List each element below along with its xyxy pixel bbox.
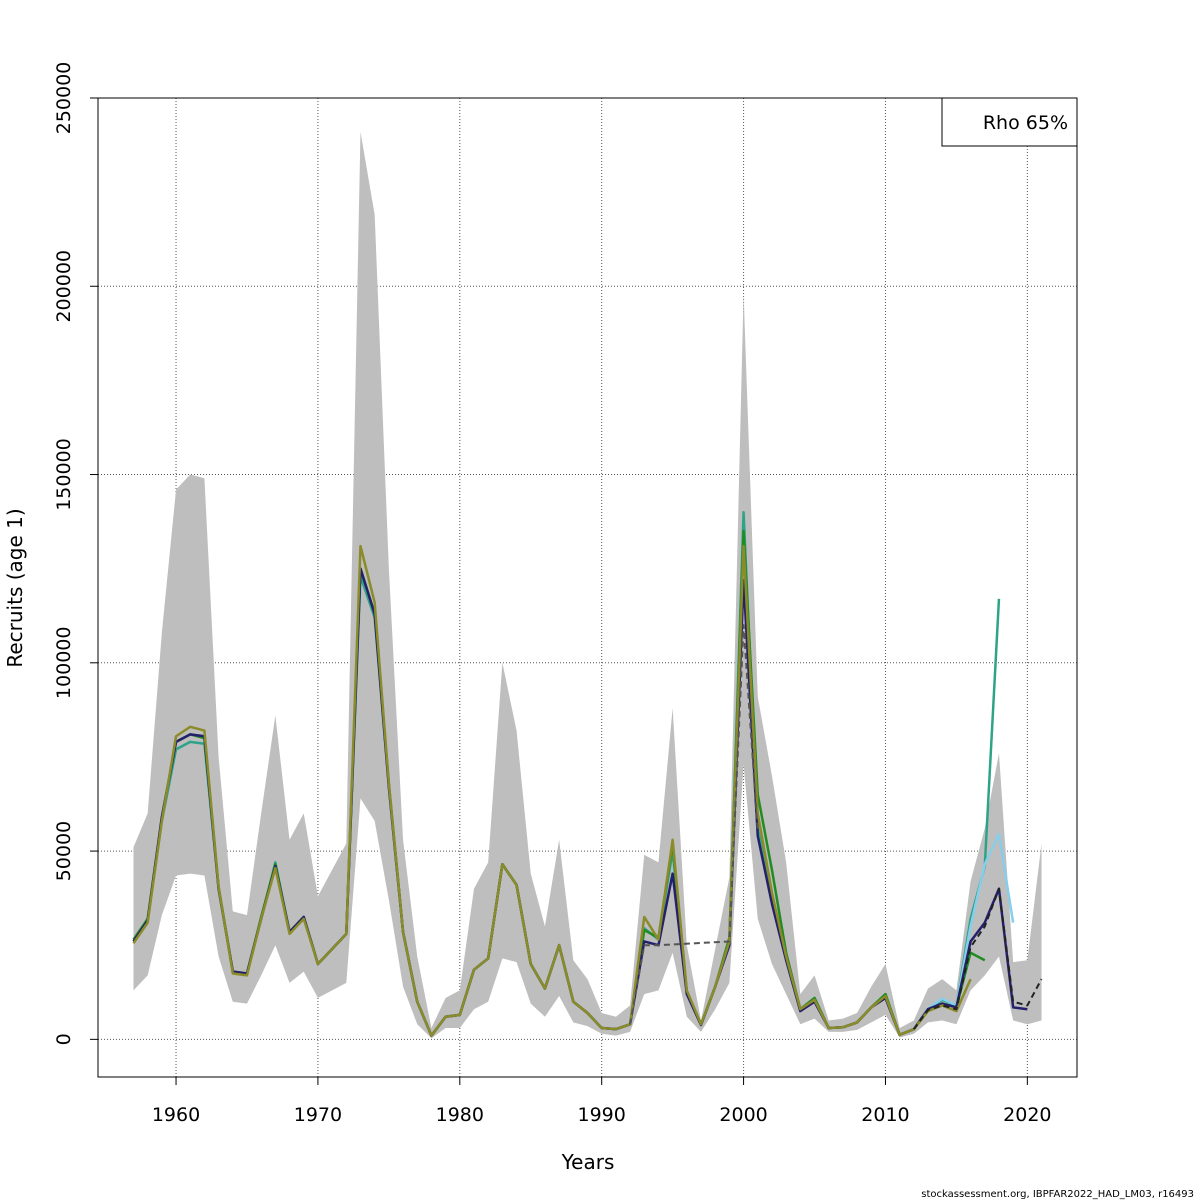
series-line-2: [912, 832, 1015, 1030]
y-tick-label: 100000: [53, 627, 75, 700]
x-tick-label: 1970: [294, 1104, 342, 1126]
x-tick-label: 1990: [578, 1104, 626, 1126]
x-axis-title: Years: [561, 1150, 615, 1174]
footer-credit: stockassessment.org, IBPFAR2022_HAD_LM03…: [921, 1189, 1194, 1200]
x-axis: 1960 1970 1980 1990 2000 2010 2020: [152, 1077, 1052, 1126]
confidence-band: [133, 131, 1042, 1039]
series-line-6: [913, 887, 1043, 1030]
confidence-band-layer: [133, 131, 1042, 1039]
x-tick-label: 2020: [1003, 1104, 1051, 1126]
legend: Rho 65%: [941, 97, 1078, 147]
legend-box: [941, 97, 1078, 147]
y-axis-title: Recruits (age 1): [3, 508, 27, 667]
x-tick-label: 2010: [861, 1104, 909, 1126]
y-tick-label: 200000: [53, 250, 75, 323]
series-layer: [132, 510, 1043, 1037]
series-line-7: [629, 624, 759, 1025]
series-line-5: [132, 544, 972, 1037]
y-tick-label: 0: [53, 1033, 75, 1045]
y-tick-label: 250000: [53, 62, 75, 135]
x-tick-label: 1980: [436, 1104, 484, 1126]
x-tick-label: 2000: [719, 1104, 767, 1126]
plot-frame: [97, 97, 1078, 1078]
y-tick-label: 150000: [53, 438, 75, 511]
y-axis: 0 50000 100000 150000 200000 250000: [53, 62, 98, 1045]
x-tick-label: 1960: [152, 1104, 200, 1126]
legend-label: Rho 65%: [983, 112, 1068, 134]
y-tick-label: 50000: [53, 821, 75, 881]
